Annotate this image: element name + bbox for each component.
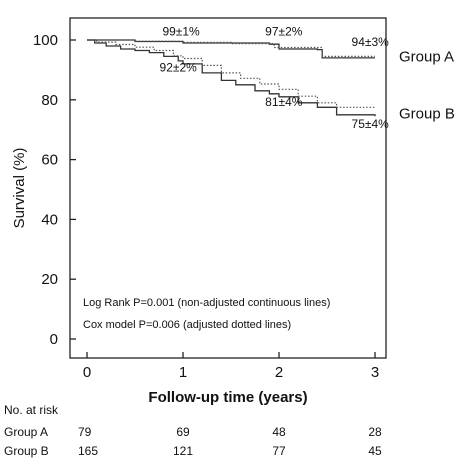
- series-line-group-b-dotted: [87, 39, 376, 109]
- survival-annotation: 81±4%: [265, 95, 303, 109]
- y-axis-title: Survival (%): [11, 148, 28, 229]
- series-line-group-a-dotted: [87, 39, 375, 57]
- y-tick-label: 20: [41, 271, 58, 288]
- risk-value: 77: [272, 444, 286, 458]
- survival-annotation: 92±2%: [160, 60, 198, 74]
- chart-labels: Group A Group B 99±1% 97±2% 94±3% 92±2% 81±4% 7…: [83, 25, 455, 331]
- risk-row-label: Group B: [4, 444, 49, 458]
- risk-value: 45: [368, 444, 382, 458]
- stat-note: Cox model P=0.006 (adjusted dotted lines…: [83, 319, 291, 331]
- risk-value: 79: [78, 425, 92, 439]
- y-tick-label: 80: [41, 92, 58, 109]
- y-tick-label: 60: [41, 152, 58, 169]
- risk-table-title: No. at risk: [4, 403, 59, 417]
- stat-note: Log Rank P=0.001 (non-adjusted continuou…: [83, 297, 330, 309]
- plot-frame: [69, 17, 387, 359]
- x-tick-label: 0: [83, 364, 91, 381]
- axes: 0 20 40 60 80 100 0 1 2 3 Follow-up time (years) Su…: [11, 17, 387, 406]
- x-tick-label: 3: [371, 364, 379, 381]
- risk-value: 48: [272, 425, 286, 439]
- risk-value: 69: [176, 425, 190, 439]
- risk-value: 165: [78, 444, 98, 458]
- y-tick-label: 0: [50, 331, 58, 348]
- series-lines: [87, 39, 376, 117]
- risk-row-label: Group A: [4, 425, 48, 439]
- group-label: Group B: [399, 105, 455, 122]
- y-tick-label: 100: [33, 32, 58, 49]
- y-tick-label: 40: [41, 211, 58, 228]
- x-tick-label: 1: [179, 364, 187, 381]
- survival-annotation: 97±2%: [265, 25, 303, 39]
- survival-annotation: 94±3%: [352, 35, 390, 49]
- x-tick-label: 2: [275, 364, 283, 381]
- survival-annotation: 99±1%: [162, 25, 200, 39]
- survival-annotation: 75±4%: [352, 117, 390, 131]
- risk-table: No. at risk Group A 79 69 48 28 Group B 165 121 7…: [4, 403, 382, 458]
- x-axis-title: Follow-up time (years): [148, 389, 307, 406]
- group-label: Group A: [399, 48, 454, 65]
- risk-value: 121: [173, 444, 193, 458]
- series-line-group-b-solid: [87, 39, 376, 117]
- risk-value: 28: [368, 425, 382, 439]
